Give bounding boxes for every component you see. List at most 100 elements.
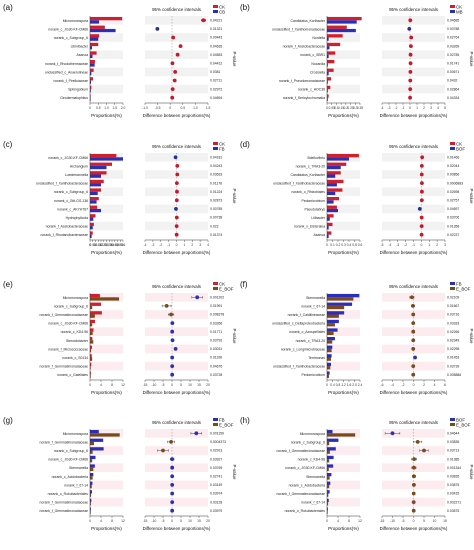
- p-value: 0.03769: [210, 466, 222, 470]
- bar-FB: [327, 345, 333, 349]
- x-tick-label: 0.45: [112, 243, 119, 247]
- ci-x-tick-label: 2: [423, 383, 425, 387]
- category-label: norank_c_Subgroup_6: [54, 36, 88, 40]
- bar-MB: [327, 28, 356, 33]
- bar-E_BOF: [90, 323, 93, 327]
- category-label: Bdellovibrio: [307, 156, 325, 160]
- bar-FB: [90, 217, 94, 221]
- p-value: 0.03739: [447, 364, 459, 368]
- bar-CK: [327, 188, 343, 192]
- ci-point: [174, 215, 179, 220]
- category-label: norank_f_67-14: [301, 501, 325, 505]
- bar-row-bg: [327, 327, 360, 336]
- x-tick-label: 8: [111, 383, 113, 387]
- ci-x-tick-label: 4: [437, 106, 439, 110]
- bar-BOF: [327, 464, 334, 468]
- category-label: unclassified_c_Deltaproteobacteria: [272, 322, 325, 326]
- category-label: norank_c_Gitt-GS-136: [54, 199, 88, 203]
- p-value: 0.04553: [210, 53, 222, 57]
- bar-CK: [90, 42, 99, 47]
- legend-label: CB: [219, 10, 225, 15]
- x-tick-label: 0.55: [117, 243, 124, 247]
- category-label: Crossiella: [310, 70, 325, 74]
- ci-point: [419, 215, 424, 220]
- p-value: 0.00788: [447, 27, 459, 31]
- category-label: norank_f_Pirellulaceae: [54, 79, 89, 83]
- bar-BOF: [327, 507, 328, 511]
- bar-row-bg: [327, 33, 360, 42]
- ci-point: [194, 431, 199, 436]
- x-tick-label: 0.25: [347, 106, 354, 110]
- bar-E_BOF: [90, 366, 91, 370]
- legend-swatch: [213, 287, 218, 290]
- bar-row-bg: [327, 221, 360, 231]
- legend-swatch: [450, 10, 455, 13]
- bar-E_BOF: [90, 348, 92, 353]
- x-tick-label: 1.6: [347, 383, 352, 387]
- bar-BOF: [327, 447, 336, 451]
- category-label: norank_c_Subgroup_6: [54, 304, 88, 308]
- ci-x-tick-label: -5: [402, 519, 405, 523]
- ci-point: [419, 224, 424, 229]
- bar-row-bg: [90, 327, 123, 336]
- bar-CB: [90, 89, 91, 93]
- x-tick-label: 0: [326, 106, 328, 110]
- bar-FB: [90, 157, 123, 161]
- bar-CK: [90, 311, 102, 315]
- category-label: norank_c_AKYH767: [57, 207, 88, 211]
- ci-x-tick-label: -15: [143, 383, 148, 387]
- bar-CK: [327, 197, 340, 201]
- x-axis-title: Proportions(%): [328, 113, 359, 118]
- category-label: Geodermatophilus: [60, 96, 88, 100]
- ci-point: [174, 207, 178, 211]
- bar-FB: [327, 337, 335, 341]
- legend-swatch: [213, 5, 218, 8]
- p-value: 0.00738: [210, 216, 222, 220]
- p-value: 0.03266: [210, 321, 222, 325]
- category-label: Stenmanella: [69, 466, 88, 470]
- ci-point: [170, 483, 175, 487]
- x-tick-label: 0.8: [336, 383, 341, 387]
- ci-x-tick-label: -1.0: [142, 106, 148, 110]
- bar-CB: [90, 46, 92, 50]
- bar-E_BOF: [90, 441, 94, 446]
- ci-x-tick-label: 0: [171, 519, 173, 523]
- p-value: 0.001202: [210, 296, 224, 300]
- category-label: unclassified_f_Xanthobacteraceae: [36, 182, 88, 186]
- ci-x-tick-label: 15: [197, 519, 201, 523]
- ci-point: [411, 329, 416, 334]
- legend-label: E_BOF: [456, 423, 471, 428]
- p-value: 0.01466: [447, 156, 459, 160]
- bar-row-bg: [90, 33, 123, 42]
- ci-point: [408, 61, 413, 66]
- bar-E_BOF: [327, 374, 329, 378]
- bar-E_BOF: [90, 433, 120, 437]
- bar-CK: [327, 85, 331, 90]
- category-label: norank_o_Rokubacteriales: [285, 509, 326, 513]
- ci-x-tick-label: 0: [420, 243, 422, 247]
- legend-swatch: [450, 287, 455, 290]
- p-value: 0.04676: [210, 364, 222, 368]
- ci-x-tick-label: -4: [391, 383, 394, 387]
- ci-x-axis-title: Difference between proportions(%): [143, 113, 211, 118]
- p-value: 0.03974: [210, 492, 222, 496]
- ci-point: [175, 164, 180, 168]
- p-value: 0.04697: [447, 207, 459, 211]
- ci-x-tick-label: 3: [444, 243, 446, 247]
- bar-CK: [327, 34, 343, 38]
- legend-label: CK: [219, 282, 225, 287]
- x-tick-label: 0.15: [338, 106, 345, 110]
- ci-point: [173, 347, 178, 351]
- panel-e: (e) Micromonospora norank_c_Subgroup_6nora…: [3, 280, 237, 395]
- ci-point: [411, 508, 416, 513]
- bar-E_BOF: [327, 331, 334, 335]
- category-label: norank_o_Elsteralea: [294, 225, 325, 229]
- ci-point: [408, 18, 413, 23]
- ci-title: 95% confidence intervals: [152, 420, 202, 425]
- p-value: 0.03875: [447, 483, 459, 487]
- x-tick-label: 0.5: [96, 106, 101, 110]
- p-value: 0.02237: [447, 233, 459, 237]
- legend-label: MB: [456, 10, 463, 15]
- ci-point: [170, 338, 175, 343]
- bar-FB: [90, 490, 92, 494]
